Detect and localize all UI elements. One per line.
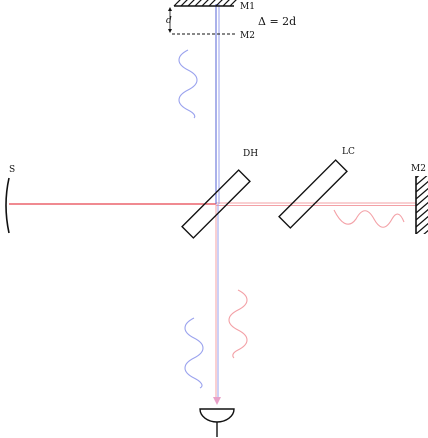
spacing-label: d <box>166 16 172 26</box>
mirror-image-label: M2 <box>240 31 255 41</box>
path-difference-label: Δ = 2d <box>258 15 296 28</box>
mirror-top-label: M1 <box>240 2 255 12</box>
red-wave-right <box>333 209 405 228</box>
spacing-arrow-up-icon <box>168 7 172 11</box>
compensator-plate <box>278 159 348 229</box>
mirror-right <box>415 176 428 234</box>
mirror-right-label: M2 <box>411 164 426 174</box>
beamsplitter <box>181 169 251 239</box>
beamsplitter-label: DH <box>243 149 258 159</box>
source-label: S <box>9 165 15 175</box>
source-lamp <box>5 177 10 234</box>
red-wave-output <box>228 289 248 359</box>
detector <box>199 408 235 423</box>
blue-wave-output <box>184 317 204 389</box>
compensator-label: LC <box>342 147 355 157</box>
blue-wave-top <box>178 49 198 119</box>
spacing-arrow-down-icon <box>168 29 172 33</box>
output-arrowhead-icon <box>213 397 221 405</box>
mirror-top <box>173 0 237 7</box>
